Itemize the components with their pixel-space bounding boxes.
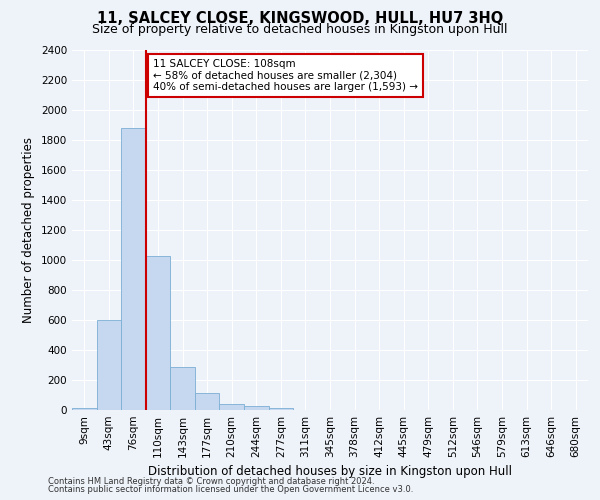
Y-axis label: Number of detached properties: Number of detached properties: [22, 137, 35, 323]
Bar: [170, 366, 195, 410]
Text: 11 SALCEY CLOSE: 108sqm
← 58% of detached houses are smaller (2,304)
40% of semi: 11 SALCEY CLOSE: 108sqm ← 58% of detache…: [153, 59, 418, 92]
Bar: [121, 128, 146, 410]
Text: Contains HM Land Registry data © Crown copyright and database right 2024.: Contains HM Land Registry data © Crown c…: [48, 477, 374, 486]
Text: Size of property relative to detached houses in Kingston upon Hull: Size of property relative to detached ho…: [92, 22, 508, 36]
X-axis label: Distribution of detached houses by size in Kingston upon Hull: Distribution of detached houses by size …: [148, 466, 512, 478]
Bar: [72, 408, 97, 410]
Text: 11, SALCEY CLOSE, KINGSWOOD, HULL, HU7 3HQ: 11, SALCEY CLOSE, KINGSWOOD, HULL, HU7 3…: [97, 11, 503, 26]
Text: Contains public sector information licensed under the Open Government Licence v3: Contains public sector information licen…: [48, 485, 413, 494]
Bar: [146, 256, 170, 410]
Bar: [195, 393, 220, 410]
Bar: [269, 408, 293, 410]
Bar: [244, 406, 269, 410]
Bar: [97, 320, 121, 410]
Bar: [220, 404, 244, 410]
